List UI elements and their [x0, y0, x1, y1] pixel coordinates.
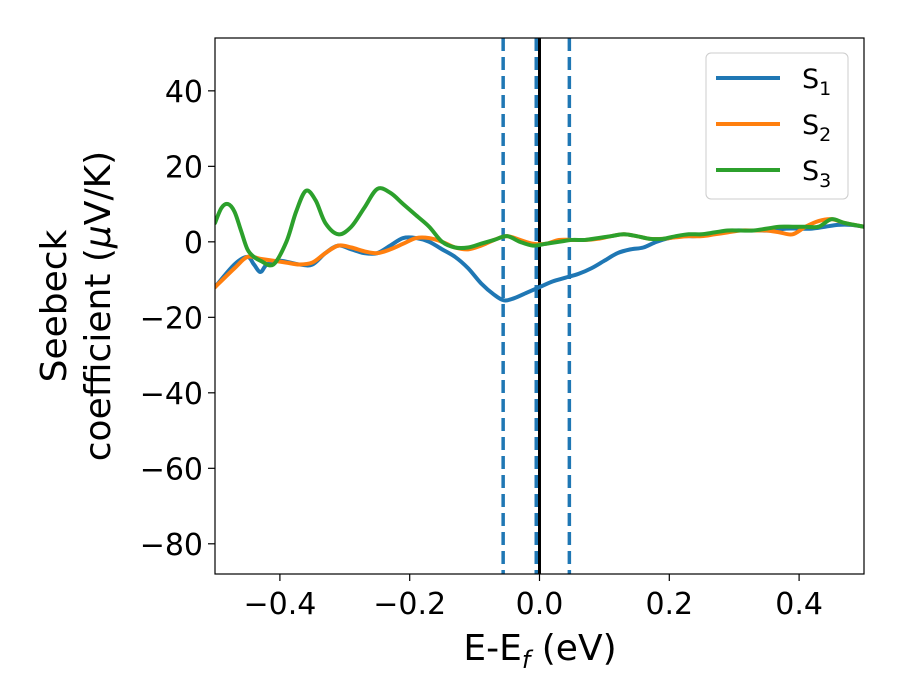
- legend-label-2: S2: [802, 110, 831, 146]
- series-line-3: [215, 186, 864, 268]
- x-tick-label: −0.4: [243, 587, 316, 622]
- y-axis-label-line2: coefficient (μV/K): [78, 151, 119, 461]
- x-axis-label-main: E-E: [463, 628, 521, 669]
- x-axis-ticks: −0.4 −0.2 0.0 0.2 0.4: [243, 574, 823, 622]
- x-axis-label-unit: (eV): [530, 628, 616, 669]
- y-tick-label: −80: [140, 528, 203, 563]
- x-tick-label: 0.4: [775, 587, 823, 622]
- x-axis-label: E-Ef (eV): [463, 628, 616, 674]
- y-axis-label: Seebeck coefficient (μV/K): [34, 151, 119, 461]
- y-tick-label: 20: [165, 150, 203, 185]
- y-tick-label: 0: [184, 226, 203, 261]
- x-tick-label: 0.2: [645, 587, 693, 622]
- y-axis-ticks: −80 −60 −40 −20 0 20 40: [140, 75, 215, 563]
- y-axis-label-suffix: V/K): [78, 151, 119, 225]
- y-axis-label-prefix: coefficient (: [78, 248, 119, 461]
- y-tick-label: −60: [140, 452, 203, 487]
- legend-items: S1 S2 S3: [716, 64, 831, 192]
- legend: S1 S2 S3: [705, 52, 849, 200]
- y-tick-label: 40: [165, 75, 203, 110]
- x-tick-label: 0.0: [516, 587, 564, 622]
- series-lines: [215, 186, 864, 303]
- y-tick-label: −20: [140, 301, 203, 336]
- y-axis-label-line1: Seebeck: [34, 229, 75, 382]
- x-tick-label: −0.2: [373, 587, 446, 622]
- y-axis-label-mu: μ: [78, 225, 119, 249]
- legend-label-3: S3: [802, 156, 831, 192]
- y-tick-label: −40: [140, 377, 203, 412]
- vertical-lines: [501, 38, 572, 574]
- legend-label-1: S1: [802, 64, 831, 100]
